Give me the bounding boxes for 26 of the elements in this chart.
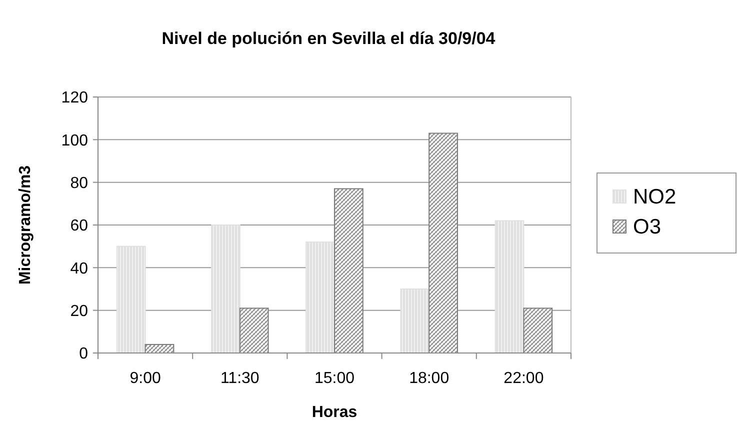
bar: [306, 242, 335, 354]
y-tick-label: 100: [61, 132, 88, 150]
y-tick-label: 40: [70, 260, 88, 278]
y-axis-title: Microgramo/m3: [17, 165, 34, 285]
legend-label: NO2: [633, 185, 676, 208]
bar: [400, 288, 430, 354]
bar: [239, 308, 269, 354]
x-tick-label: 15:00: [314, 370, 355, 387]
y-tick-label: 80: [70, 174, 88, 192]
x-axis-title: Horas: [312, 404, 358, 421]
bar: [334, 188, 364, 354]
chart-title: Nivel de polución en Sevilla el día 30/9/04: [162, 29, 496, 48]
bar: [116, 246, 146, 354]
y-tick-label: 120: [61, 90, 88, 107]
legend-label: O3: [633, 215, 662, 238]
bar: [494, 220, 524, 354]
x-tick-label: 22:00: [504, 370, 544, 387]
bar: [211, 224, 240, 354]
y-tick-label: 60: [70, 218, 88, 235]
y-tick-label: 20: [70, 302, 88, 320]
x-tick-label: 9:00: [130, 370, 161, 387]
x-tick-label: 11:30: [220, 370, 260, 387]
y-tick-label: 0: [79, 346, 88, 363]
x-tick-label: 18:00: [409, 370, 450, 387]
bar: [523, 308, 553, 354]
bar: [428, 132, 458, 354]
